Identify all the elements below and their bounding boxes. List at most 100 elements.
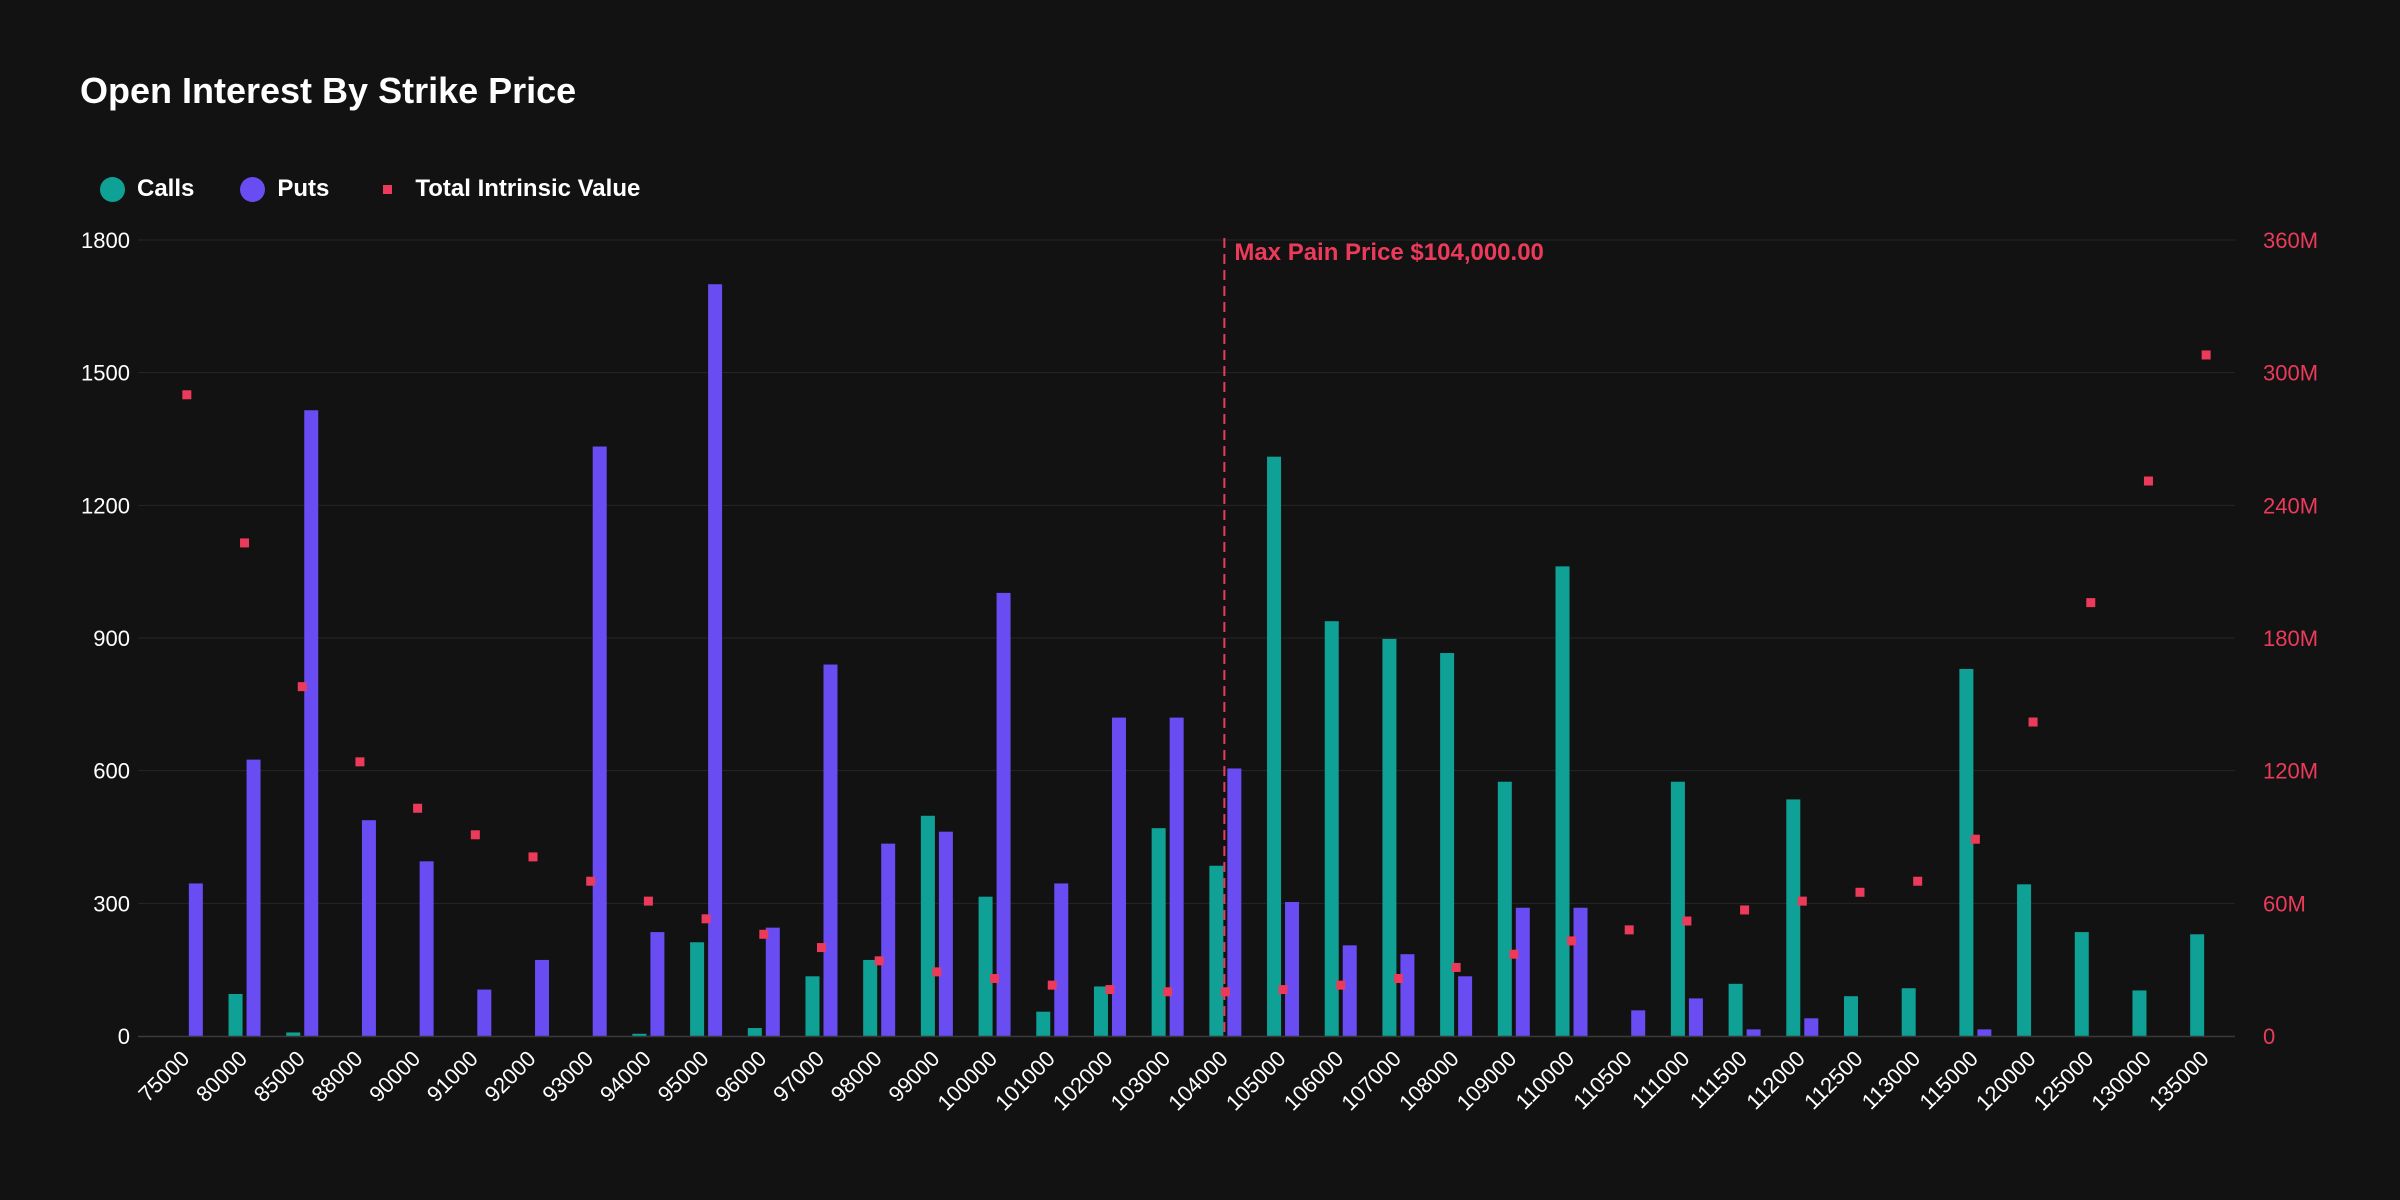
bar-puts-94000 [650, 932, 665, 1036]
legend-label-calls: Calls [137, 175, 195, 202]
bar-calls-108000 [1440, 653, 1455, 1036]
point-intrinsic-93000 [586, 876, 596, 886]
x-tick-label: 75000 [133, 1046, 194, 1107]
point-intrinsic-95000 [701, 914, 711, 924]
bar-puts-85000 [304, 410, 319, 1036]
legend-label-puts: Puts [277, 175, 330, 202]
axis-layer: 0 0 300 60M 600 120M 900 180M 1200 240M 1500 300M 18… [81, 228, 2318, 1115]
bar-puts-110500 [1631, 1010, 1646, 1036]
y-left-tick-label: 1500 [81, 361, 130, 386]
x-tick-label: 97000 [768, 1046, 829, 1107]
bar-calls-110000 [1555, 566, 1570, 1036]
bar-puts-95000 [708, 284, 723, 1036]
point-intrinsic-85000 [297, 682, 307, 692]
bar-puts-106000 [1342, 945, 1357, 1036]
x-tick-label: 88000 [307, 1046, 368, 1107]
bar-puts-109000 [1515, 907, 1530, 1036]
x-tick-label: 105000 [1221, 1046, 1291, 1116]
x-tick-label: 110000 [1511, 1046, 1579, 1114]
bar-calls-97000 [805, 976, 820, 1036]
x-tick-label: 96000 [710, 1046, 771, 1107]
bar-puts-96000 [765, 927, 780, 1036]
point-intrinsic-125000 [2086, 598, 2096, 608]
point-intrinsic-112500 [1855, 887, 1865, 897]
y-left-tick-label: 300 [93, 891, 130, 916]
bar-calls-104000 [1209, 865, 1224, 1036]
bar-calls-103000 [1151, 828, 1166, 1036]
bar-puts-112000 [1804, 1018, 1819, 1036]
max-pain-label: Max Pain Price $104,000.00 [1234, 239, 1544, 266]
x-tick-label: 125000 [2029, 1046, 2099, 1116]
y-right-tick-label: 120M [2263, 759, 2318, 784]
bar-calls-105000 [1267, 456, 1282, 1036]
legend-item-calls[interactable]: Calls [100, 175, 194, 203]
x-tick-label: 130000 [2086, 1046, 2156, 1116]
bar-calls-111500 [1728, 983, 1743, 1036]
bar-puts-90000 [419, 861, 434, 1036]
point-intrinsic-120000 [2028, 717, 2038, 727]
bar-calls-80000 [228, 993, 243, 1036]
point-intrinsic-98000 [874, 956, 884, 966]
point-intrinsic-113000 [1913, 876, 1923, 886]
legend-item-intrinsic[interactable]: Total Intrinsic Value [375, 175, 640, 203]
y-right-tick-label: 0 [2263, 1024, 2275, 1049]
bar-puts-103000 [1169, 717, 1184, 1036]
point-intrinsic-90000 [413, 803, 423, 813]
legend-item-puts[interactable]: Puts [240, 175, 329, 203]
bars-layer [188, 284, 2205, 1036]
x-tick-label: 101000 [990, 1046, 1060, 1116]
bar-calls-130000 [2132, 990, 2147, 1036]
x-tick-label: 94000 [595, 1046, 656, 1107]
y-right-tick-label: 300M [2263, 361, 2318, 386]
bar-puts-110000 [1573, 907, 1588, 1036]
bar-calls-112500 [1843, 996, 1858, 1036]
point-intrinsic-109000 [1509, 949, 1519, 959]
x-tick-label: 113000 [1857, 1046, 1925, 1114]
bar-calls-112000 [1786, 799, 1801, 1036]
x-tick-label: 104000 [1163, 1046, 1233, 1116]
point-intrinsic-111500 [1740, 905, 1750, 915]
point-intrinsic-107000 [1393, 974, 1403, 984]
y-left-tick-label: 900 [93, 626, 130, 651]
y-left-tick-label: 1200 [81, 493, 130, 518]
bar-calls-102000 [1093, 986, 1108, 1036]
x-tick-label: 85000 [249, 1046, 310, 1107]
bar-puts-88000 [361, 820, 376, 1036]
bar-calls-98000 [863, 959, 878, 1036]
bar-calls-95000 [690, 942, 705, 1036]
bar-calls-115000 [1959, 668, 1974, 1036]
legend: Calls Puts Total Intrinsic Value [100, 175, 686, 203]
point-intrinsic-112000 [1797, 896, 1807, 906]
bar-puts-111500 [1746, 1029, 1761, 1036]
x-tick-label: 106000 [1279, 1046, 1349, 1116]
x-tick-label: 103000 [1106, 1046, 1176, 1116]
bar-puts-105000 [1285, 902, 1300, 1036]
point-intrinsic-75000 [182, 390, 192, 400]
x-tick-label: 107000 [1336, 1046, 1406, 1116]
x-tick-label: 111000 [1627, 1046, 1694, 1113]
point-intrinsic-108000 [1451, 962, 1461, 972]
y-left-tick-label: 1800 [81, 228, 130, 253]
point-intrinsic-135000 [2201, 350, 2211, 360]
bar-puts-99000 [938, 831, 953, 1036]
legend-swatch-puts [240, 176, 266, 202]
point-intrinsic-111000 [1682, 916, 1692, 926]
point-intrinsic-96000 [759, 929, 769, 939]
x-tick-label: 135000 [2144, 1046, 2214, 1116]
bar-puts-93000 [592, 446, 607, 1036]
point-intrinsic-130000 [2143, 476, 2153, 486]
bar-puts-92000 [535, 959, 550, 1036]
max-pain-marker: Max Pain Price $104,000.00 [1223, 238, 1544, 1036]
y-right-tick-label: 180M [2263, 626, 2318, 651]
x-tick-label: 115000 [1914, 1046, 1982, 1114]
x-tick-label: 100000 [933, 1046, 1003, 1116]
bar-calls-99000 [920, 815, 935, 1036]
bar-puts-91000 [477, 989, 492, 1036]
x-tick-label: 98000 [826, 1046, 887, 1107]
bar-puts-102000 [1111, 717, 1126, 1036]
point-intrinsic-110500 [1624, 925, 1634, 935]
x-tick-label: 111500 [1685, 1046, 1752, 1113]
bar-calls-94000 [632, 1033, 647, 1036]
